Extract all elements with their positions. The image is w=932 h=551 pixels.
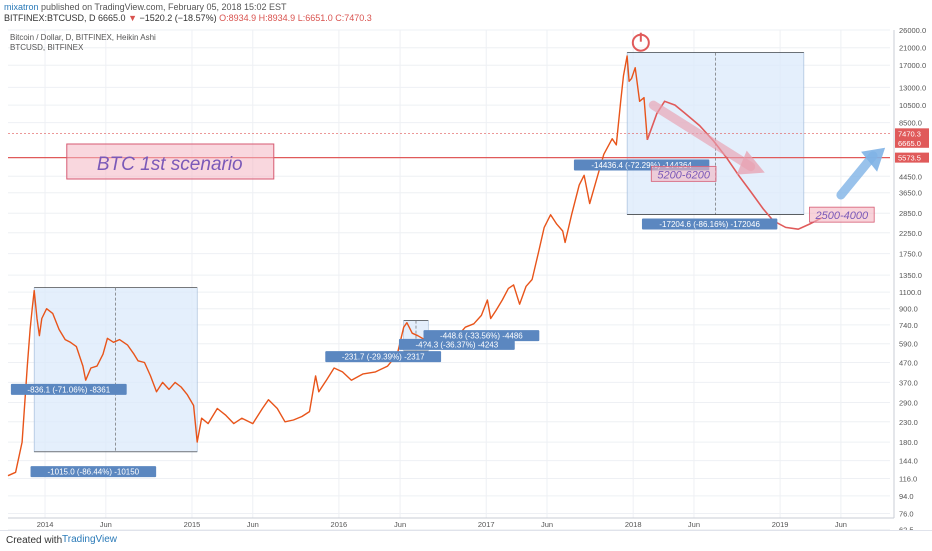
y-tick-label: 144.0: [899, 457, 918, 466]
measure-label: -17204.6 (-86.16%) -172046: [659, 220, 760, 229]
target-label-box: [809, 206, 875, 223]
measure-label-bg: [10, 383, 127, 395]
y-tick-label: 180.0: [899, 438, 918, 447]
scenario-title: BTC 1st scenario: [97, 154, 243, 175]
y-tick-label: 10500.0: [899, 101, 926, 110]
measure-label-bg: [423, 330, 540, 342]
y-tick-label: 13000.0: [899, 83, 926, 92]
measure-label-bg: [641, 218, 778, 230]
price-series-line: [7, 55, 648, 477]
y-tick-label: 8500.0: [899, 119, 922, 128]
price-badge: [895, 128, 929, 139]
legend-line-2: BTCUSD, BITFINEX: [10, 43, 84, 52]
y-tick-label: 17000.0: [899, 61, 926, 70]
price-chart[interactable]: -836.1 (-71.06%) -8361 -1015.0 (-86.44%) …: [0, 28, 932, 530]
down-arrow-shape: [648, 100, 756, 172]
y-tick-label: 740.0: [899, 321, 918, 330]
price-badge-label: 6665.0: [898, 139, 921, 148]
y-tick-label: 1750.0: [899, 250, 922, 259]
legend-line-1: Bitcoin / Dollar, D, BITFINEX, Heikin As…: [10, 33, 156, 42]
x-tick-label: 2015: [184, 520, 201, 529]
last-price: 6665.0: [98, 13, 126, 23]
y-tick-label: 94.0: [899, 492, 914, 501]
created-with-text: Created with: [6, 535, 63, 546]
symbol-label: BITFINEX:BTCUSD, D: [4, 13, 96, 23]
x-tick-label: Jun: [394, 520, 406, 529]
y-tick-label: 116.0: [899, 474, 917, 483]
target-label: 2500-4000: [815, 210, 869, 222]
x-tick-label: 2014: [37, 520, 54, 529]
footer: Created with TradingView: [0, 530, 932, 551]
measure-label: -4?4.3 (-36.37%) -4243: [415, 340, 498, 349]
y-tick-label: 470.0: [899, 359, 918, 368]
top-header: mixatron published on TradingView.com, F…: [0, 0, 932, 28]
x-tick-label: Jun: [100, 520, 112, 529]
measure-label: -231.7 (-29.39%) -2317: [342, 353, 425, 362]
y-tick-label: 1100.0: [899, 288, 921, 297]
measure-label-bg: [30, 466, 157, 478]
high-value: H:8934.9: [258, 13, 296, 23]
y-tick-label: 370.0: [899, 378, 918, 387]
target-label-box: [650, 165, 717, 182]
chart-legend: Bitcoin / Dollar, D, BITFINEX, Heikin As…: [10, 33, 156, 53]
measure-label: -1015.0 (-86.44%) -10150: [48, 468, 140, 477]
x-tick-label: Jun: [541, 520, 553, 529]
y-tick-label: 290.0: [899, 399, 918, 408]
up-arrow-head: [861, 147, 886, 172]
y-tick-label: 3650.0: [899, 189, 922, 198]
measure-label-bg: [398, 338, 515, 350]
down-arrow-head: [736, 150, 765, 175]
price-badge-label: 7470.3: [898, 129, 921, 138]
measure-label: -836.1 (-71.06%) -8361: [27, 385, 110, 394]
measure-label-bg: [325, 351, 442, 363]
y-tick-label: 4450.0: [899, 172, 922, 181]
x-tick-label: Jun: [835, 520, 847, 529]
price-badge-label: 5573.5: [898, 154, 921, 163]
y-tick-label: 26000.0: [899, 28, 926, 35]
y-tick-label: 21000.0: [899, 44, 926, 53]
x-tick-label: 2019: [772, 520, 789, 529]
projection-curve: [646, 100, 823, 231]
close-value: C:7470.3: [335, 13, 372, 23]
change-value: −1520.2 (−18.57%): [139, 13, 217, 23]
y-tick-label: 76.0: [899, 510, 914, 519]
down-arrow-icon: ▼: [128, 13, 137, 23]
measure-label: -448.6 (-33.56%) -4486: [440, 332, 523, 341]
author-link[interactable]: mixatron: [4, 2, 39, 12]
y-tick-label: 2250.0: [899, 229, 922, 238]
x-tick-label: 2016: [331, 520, 348, 529]
tradingview-logo[interactable]: TradingView: [62, 534, 118, 545]
low-value: L:6651.0: [297, 13, 333, 23]
x-tick-label: 2018: [625, 520, 642, 529]
y-tick-label: 230.0: [899, 418, 918, 427]
y-tick-label: 590.0: [899, 340, 918, 349]
published-text: published on TradingView.com, February 0…: [41, 2, 287, 12]
x-tick-label: Jun: [247, 520, 259, 529]
y-tick-label: 1350.0: [899, 271, 922, 280]
x-tick-label: 2017: [478, 520, 495, 529]
scenario-title-box: [66, 143, 275, 180]
y-tick-label: 900.0: [899, 305, 918, 314]
measure-label: -14436.4 (-72.29%) -144364: [591, 161, 692, 170]
target-label: 5200-6200: [657, 169, 710, 181]
y-tick-label: 62.5: [899, 526, 914, 530]
price-badge: [895, 137, 929, 148]
open-value: O:8934.9: [219, 13, 257, 23]
y-tick-label: 2850.0: [899, 209, 922, 218]
up-arrow-shape: [836, 151, 878, 200]
price-badge: [895, 152, 929, 163]
x-tick-label: Jun: [688, 520, 700, 529]
ohlc-line: BITFINEX:BTCUSD, D 6665.0 ▼ −1520.2 (−18…: [4, 13, 372, 23]
publication-line: mixatron published on TradingView.com, F…: [4, 2, 287, 12]
